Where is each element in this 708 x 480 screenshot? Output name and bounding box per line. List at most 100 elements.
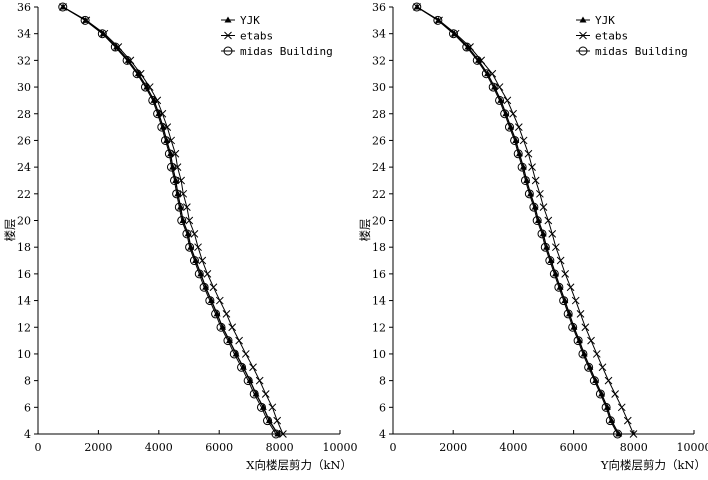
y-tick-label: 32 xyxy=(17,54,31,67)
y-tick-label: 8 xyxy=(24,375,31,388)
legend-item: midas Building xyxy=(576,45,688,58)
y-tick-label: 22 xyxy=(17,188,31,201)
y-tick-label: 6 xyxy=(379,401,386,414)
data-point xyxy=(274,417,281,424)
y-tick-label: 36 xyxy=(17,1,31,14)
x-tick-label: 10000 xyxy=(677,441,708,454)
y-tick-label: 6 xyxy=(24,401,31,414)
data-point xyxy=(510,110,517,117)
y-tick-label: 4 xyxy=(379,428,386,441)
y-tick-label: 26 xyxy=(17,134,31,147)
x-tick-label: 0 xyxy=(35,441,42,454)
y-tick-label: 12 xyxy=(17,321,31,334)
data-point xyxy=(199,257,206,264)
y-tick-label: 14 xyxy=(372,295,386,308)
y-tick-label: 4 xyxy=(24,428,31,441)
y-tick-label: 16 xyxy=(372,268,386,281)
data-point xyxy=(504,97,511,104)
y-tick-label: 18 xyxy=(372,241,386,254)
y-tick-label: 28 xyxy=(372,108,386,121)
data-point xyxy=(582,324,589,331)
legend-label: etabs xyxy=(240,30,273,43)
y-axis-title: 楼层 xyxy=(358,219,372,242)
y-tick-label: 24 xyxy=(372,161,386,174)
x-tick-label: 4000 xyxy=(499,441,527,454)
data-point xyxy=(204,270,211,277)
x-tick-label: 4000 xyxy=(145,441,173,454)
data-point xyxy=(540,204,547,211)
legend-label: midas Building xyxy=(595,45,688,58)
y-tick-label: 26 xyxy=(372,134,386,147)
x-tick-label: 2000 xyxy=(439,441,467,454)
data-point xyxy=(210,284,217,291)
data-point xyxy=(269,404,276,411)
data-point xyxy=(562,270,569,277)
y-tick-label: 10 xyxy=(372,348,386,361)
x-tick-label: 10000 xyxy=(323,441,358,454)
data-point xyxy=(229,324,236,331)
data-point xyxy=(529,164,536,171)
y-tick-label: 8 xyxy=(379,375,386,388)
data-point xyxy=(250,364,257,371)
y-tick-label: 24 xyxy=(17,161,31,174)
y-tick-label: 34 xyxy=(372,28,386,41)
data-point xyxy=(262,390,269,397)
data-point xyxy=(588,337,595,344)
data-point xyxy=(525,150,532,157)
x-axis-title: X向楼层剪力（kN） xyxy=(246,458,352,472)
x-tick-label: 8000 xyxy=(266,441,294,454)
data-point xyxy=(256,377,263,384)
x-tick-label: 6000 xyxy=(560,441,588,454)
data-point xyxy=(195,244,202,251)
x-tick-label: 0 xyxy=(390,441,397,454)
legend-label: midas Building xyxy=(240,45,333,58)
data-point xyxy=(191,230,198,237)
x-tick-label: 8000 xyxy=(620,441,648,454)
series-midas-building xyxy=(413,3,622,438)
y-axis-title: 楼层 xyxy=(3,219,17,242)
data-point xyxy=(572,297,579,304)
x-tick-label: 6000 xyxy=(205,441,233,454)
series-line xyxy=(417,7,618,434)
data-point xyxy=(515,124,522,131)
y-tick-label: 28 xyxy=(17,108,31,121)
y-tick-label: 32 xyxy=(372,54,386,67)
data-point xyxy=(242,350,249,357)
legend-item: etabs xyxy=(576,30,628,43)
data-point xyxy=(624,417,631,424)
legend: YJK etabs midas Building xyxy=(221,14,333,58)
data-point xyxy=(612,390,619,397)
y-tick-label: 20 xyxy=(17,215,31,228)
data-point xyxy=(599,364,606,371)
y-tick-label: 18 xyxy=(17,241,31,254)
y-tick-label: 10 xyxy=(17,348,31,361)
legend-label: YJK xyxy=(240,14,260,27)
data-point xyxy=(520,137,527,144)
data-point xyxy=(577,310,584,317)
y-tick-label: 12 xyxy=(372,321,386,334)
series-line xyxy=(417,7,619,434)
legend-item: YJK xyxy=(576,14,615,27)
data-point xyxy=(236,337,243,344)
data-point xyxy=(536,190,543,197)
data-point xyxy=(216,297,223,304)
y-tick-label: 20 xyxy=(372,215,386,228)
legend-label: YJK xyxy=(595,14,615,27)
y-tick-label: 30 xyxy=(17,81,31,94)
series-etabs xyxy=(60,4,287,438)
data-point xyxy=(532,177,539,184)
data-point xyxy=(567,284,574,291)
legend: YJK etabs midas Building xyxy=(576,14,688,58)
series-line xyxy=(63,7,278,434)
data-point xyxy=(618,404,625,411)
y-tick-label: 36 xyxy=(372,1,386,14)
legend-label: etabs xyxy=(595,30,628,43)
legend-item: midas Building xyxy=(221,45,333,58)
data-point xyxy=(168,137,175,144)
y-tick-label: 16 xyxy=(17,268,31,281)
data-point xyxy=(552,244,559,251)
y-tick-label: 34 xyxy=(17,28,31,41)
data-point xyxy=(557,257,564,264)
